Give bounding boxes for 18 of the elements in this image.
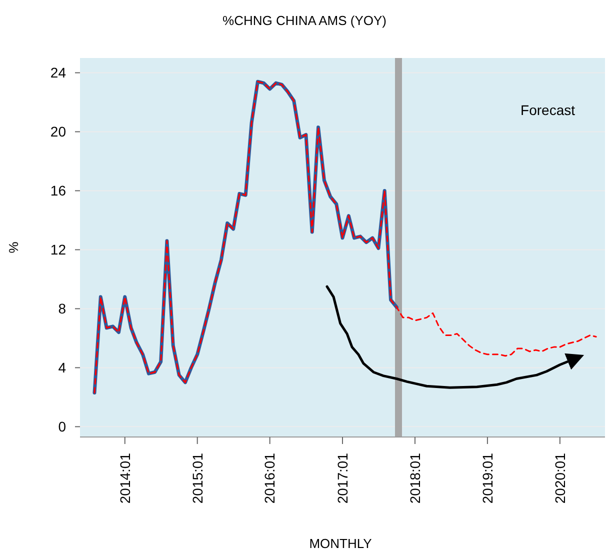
x-axis-title: MONTHLY bbox=[309, 536, 372, 551]
x-tick-label: 2015:01 bbox=[189, 452, 206, 504]
y-axis-title: % bbox=[6, 241, 21, 254]
x-tick-label: 2014:01 bbox=[116, 452, 133, 504]
y-tick-label: 4 bbox=[58, 360, 66, 376]
x-tick-label: 2019:01 bbox=[479, 452, 496, 504]
chart-title: %CHNG CHINA AMS (YOY) bbox=[222, 13, 386, 28]
x-tick-label: 2016:01 bbox=[262, 452, 278, 504]
y-tick-label: 8 bbox=[58, 300, 66, 317]
y-tick-label: 12 bbox=[50, 242, 66, 258]
y-tick-label: 24 bbox=[50, 64, 66, 81]
x-tick-label: 2020:01 bbox=[552, 452, 568, 504]
x-tick-label: 2018:01 bbox=[406, 452, 423, 504]
y-tick-label: 16 bbox=[50, 182, 66, 199]
x-tick-label: 2017:01 bbox=[334, 452, 350, 504]
y-tick-label: 0 bbox=[58, 418, 66, 435]
y-tick-label: 20 bbox=[50, 124, 66, 140]
annotation: Forecast bbox=[520, 102, 576, 118]
